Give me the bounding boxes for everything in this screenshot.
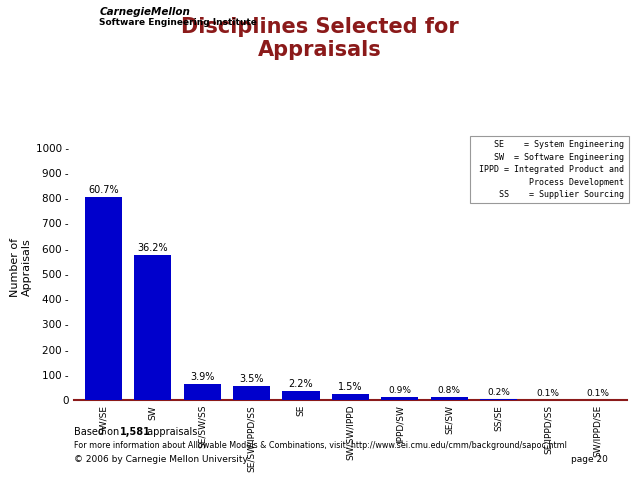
Text: 0.2%: 0.2% xyxy=(487,388,510,397)
Text: 0.1%: 0.1% xyxy=(586,388,609,398)
Text: CarnegieMellon: CarnegieMellon xyxy=(99,7,190,17)
Text: 3.9%: 3.9% xyxy=(190,373,214,382)
Bar xyxy=(134,255,172,400)
Text: 1.5%: 1.5% xyxy=(338,382,363,392)
Text: appraisals: appraisals xyxy=(144,427,197,437)
Bar xyxy=(282,391,319,400)
Text: For more information about Allowable Models & Combinations, visit: http://www.se: For more information about Allowable Mod… xyxy=(74,441,566,450)
Bar xyxy=(480,399,517,400)
Bar xyxy=(332,394,369,400)
Text: 36.2%: 36.2% xyxy=(138,243,168,254)
Text: Disciplines Selected for
Appraisals: Disciplines Selected for Appraisals xyxy=(181,17,459,60)
Text: 0.1%: 0.1% xyxy=(536,388,559,398)
Text: 3.5%: 3.5% xyxy=(239,374,264,384)
Bar xyxy=(431,397,468,400)
Text: SE    = System Engineering
SW  = Software Engineering
IPPD = Integrated Product : SE = System Engineering SW = Software En… xyxy=(474,140,625,199)
Text: page 20: page 20 xyxy=(571,455,608,465)
Y-axis label: Number of
Appraisals: Number of Appraisals xyxy=(10,238,31,297)
Bar xyxy=(233,386,270,400)
Bar xyxy=(381,397,419,400)
Bar xyxy=(184,385,221,400)
Text: 60.7%: 60.7% xyxy=(88,185,118,195)
Text: 0.8%: 0.8% xyxy=(438,386,461,395)
Bar xyxy=(84,197,122,400)
Text: 2.2%: 2.2% xyxy=(289,379,314,389)
Text: 0.9%: 0.9% xyxy=(388,386,412,394)
Text: 1,581: 1,581 xyxy=(120,427,150,437)
Text: Software Engineering Institute: Software Engineering Institute xyxy=(99,18,257,27)
Text: © 2006 by Carnegie Mellon University: © 2006 by Carnegie Mellon University xyxy=(74,455,248,465)
Text: Based on: Based on xyxy=(74,427,122,437)
